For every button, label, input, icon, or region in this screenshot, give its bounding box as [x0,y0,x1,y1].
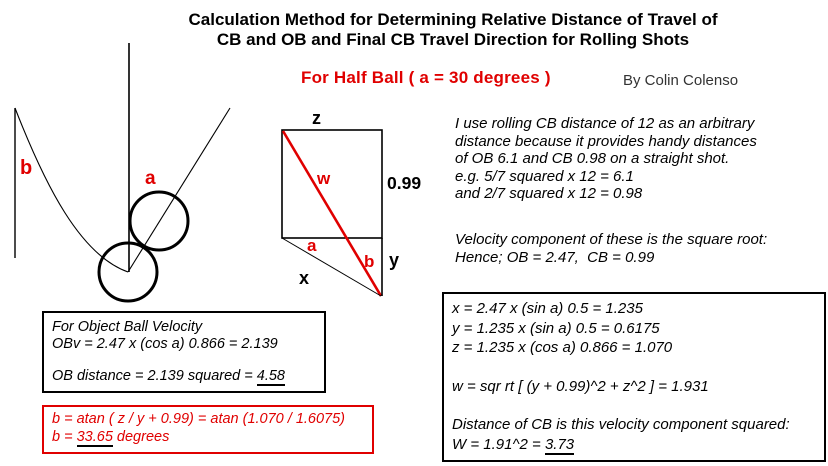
angle-box-line2: b = 33.65 degrees [52,428,364,447]
page-title-line1: Calculation Method for Determining Relat… [188,10,718,29]
ob-direction-line [127,107,231,273]
angle-box-line1: b = atan ( z / y + 0.99) = atan (1.070 /… [52,411,346,427]
cb-box-line-z: z = 1.235 x (cos a) 0.866 = 1.070 [452,339,673,356]
angle-b-result-box: b = atan ( z / y + 0.99) = atan (1.070 /… [42,405,374,454]
note-paragraph-arbitrary-distance: I use rolling CB distance of 12 as an ar… [455,115,757,202]
cb-result-prefix: W = 1.91^2 = [452,435,545,453]
vector-label-x: x [299,268,310,288]
cb-box-line-w: w = sqr rt [ (y + 0.99)^2 + z^2 ] = 1.93… [452,377,709,395]
angle-b-prefix: b = [52,428,77,445]
cb-box-line-y: y = 1.235 x (sin a) 0.5 = 0.6175 [452,319,660,337]
vector-label-w: w [317,169,331,188]
vector-side-value: 0.99 [387,173,422,193]
cb-result-value: 3.73 [544,435,575,455]
x-hypotenuse-line [281,237,382,297]
object-ball-circle [128,190,190,252]
left-figure-label-b: b [20,157,33,179]
vector-label-y: y [389,250,400,270]
object-ball-velocity-box: For Object Ball Velocity OBv = 2.47 x (c… [42,311,326,393]
cue-ball-circle [97,241,159,303]
cb-curved-path [14,107,129,273]
cb-box-line-x: x = 2.47 x (sin a) 0.5 = 1.235 [452,300,643,317]
vector-label-z: z [312,108,321,128]
angle-b-value: 33.65 [76,428,113,447]
vector-label-a: a [307,236,317,255]
page-title-line2: CB and OB and Final CB Travel Direction … [216,30,690,49]
ob-box-line3: OB distance = 2.139 squared = 4.58 [52,368,316,386]
cb-distance-box: x = 2.47 x (sin a) 0.5 = 1.235 y = 1.235… [442,292,826,462]
ob-distance-prefix: OB distance = 2.139 squared = [52,368,257,384]
ob-box-line2: OBv = 2.47 x (cos a) 0.866 = 2.139 [52,335,278,352]
w-diagonal-line [281,130,383,297]
ob-box-line1: For Object Ball Velocity [52,319,203,335]
page-title: Calculation Method for Determining Relat… [78,10,828,50]
left-figure-label-a: a [145,168,156,189]
unit-square [281,129,383,239]
subtitle-half-ball: For Half Ball ( a = 30 degrees ) [301,68,551,87]
vector-label-b: b [364,252,375,271]
cb-box-line-result: W = 1.91^2 = 3.73 [452,435,816,455]
note-paragraph-velocity-component: Velocity component of these is the squar… [455,231,768,266]
author-byline: By Colin Colenso [623,72,739,89]
angle-b-suffix: degrees [112,428,170,445]
ob-distance-value: 4.58 [256,368,285,386]
cb-box-line-distance: Distance of CB is this velocity componen… [452,416,790,433]
ob-box-spacer [52,352,316,368]
cb-box-spacer2 [452,396,816,415]
cb-box-spacer1 [452,358,816,377]
